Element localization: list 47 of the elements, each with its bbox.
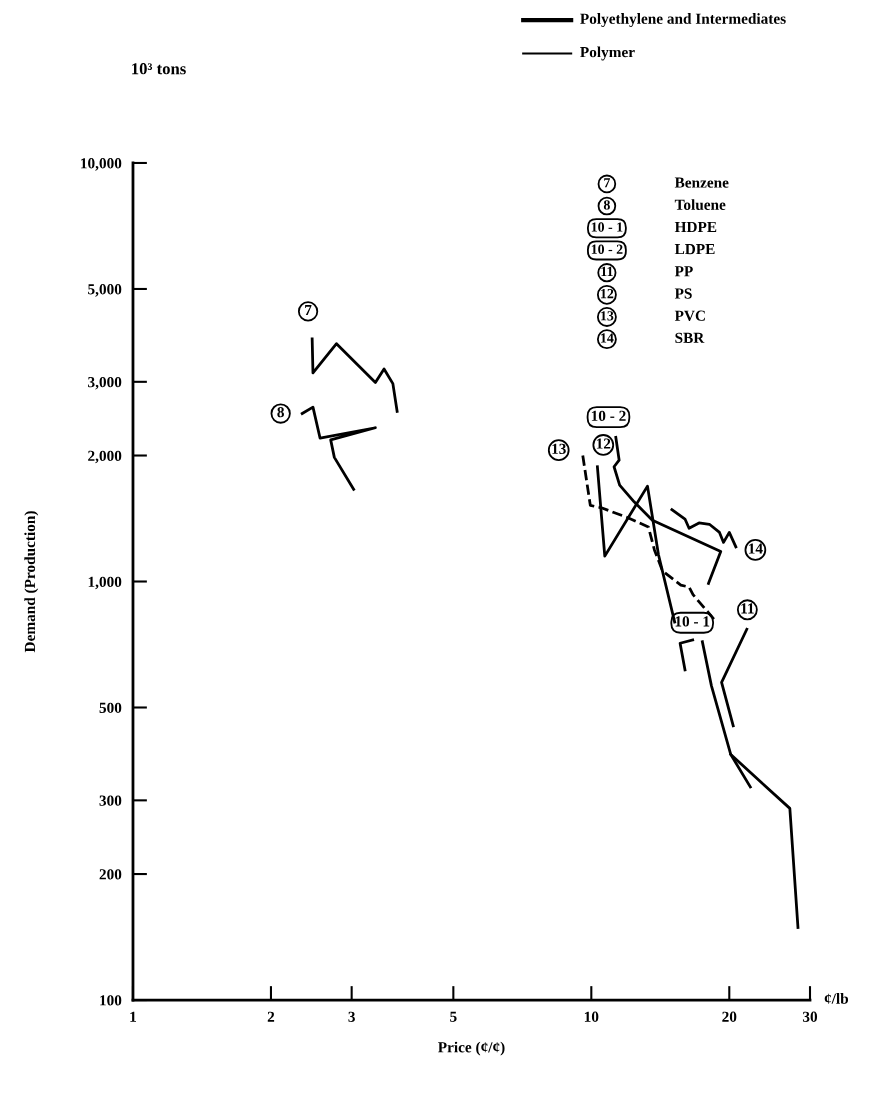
x-axis-title: Price (¢/¢) bbox=[438, 1041, 505, 1056]
y-tick-label: 500 bbox=[99, 702, 122, 713]
text: 12 bbox=[601, 288, 614, 299]
y-tick-label: 1,000 bbox=[88, 576, 122, 590]
annotation: 10 - 1 bbox=[675, 616, 710, 627]
y-tick-label: 10,000 bbox=[81, 158, 122, 171]
annotation: Toluene bbox=[674, 199, 726, 210]
y-tick-label: 300 bbox=[99, 795, 122, 806]
y-tick-label: 5,000 bbox=[88, 284, 122, 297]
annotation: 13 bbox=[552, 443, 566, 454]
x-tick-label: 20 bbox=[722, 1011, 737, 1022]
y-tick-label: 3,000 bbox=[88, 376, 122, 390]
text: 10 - 2 bbox=[591, 244, 623, 254]
annotation: 14 bbox=[748, 543, 763, 554]
x-tick-label: 1 bbox=[130, 1011, 137, 1022]
text: 13 bbox=[601, 311, 614, 321]
annotation: PVC bbox=[674, 310, 705, 321]
annotation: PP bbox=[674, 266, 693, 277]
annotation: SBR bbox=[675, 332, 705, 343]
annotation: HDPE bbox=[674, 221, 717, 232]
annotation: PS bbox=[674, 288, 692, 299]
annotation: 12 bbox=[596, 438, 611, 449]
y-axis-title: Demand (Production) bbox=[24, 511, 39, 653]
annotation: 7 bbox=[305, 305, 312, 316]
text: 8 bbox=[603, 200, 610, 210]
x-tick-label: 10 bbox=[584, 1011, 599, 1022]
x-tick-label: 3 bbox=[348, 1011, 355, 1022]
text: 10³ tons bbox=[132, 63, 186, 75]
x-tick-label: 30 bbox=[802, 1011, 818, 1022]
annotation: 11 bbox=[741, 603, 754, 614]
text: 11 bbox=[601, 266, 613, 276]
x-tick-label: 2 bbox=[267, 1011, 275, 1022]
line-series bbox=[670, 508, 738, 549]
text: ¢/lb bbox=[824, 993, 849, 1004]
text: 14 bbox=[601, 333, 614, 343]
annotation: 10 - 2 bbox=[591, 410, 626, 421]
text: Polyethylene and Intermediates bbox=[580, 13, 786, 27]
y-tick-label: 200 bbox=[99, 869, 122, 880]
text: 10 - 1 bbox=[591, 222, 623, 232]
x-tick-label: 5 bbox=[450, 1011, 457, 1022]
annotation: LDPE bbox=[674, 244, 715, 255]
annotation: 8 bbox=[277, 407, 284, 418]
annotation: Benzene bbox=[674, 177, 729, 188]
text: 7 bbox=[604, 178, 611, 188]
text: Polymer bbox=[580, 46, 635, 61]
y-tick-label: 2,000 bbox=[88, 450, 122, 464]
y-tick-label: 100 bbox=[100, 995, 122, 1006]
